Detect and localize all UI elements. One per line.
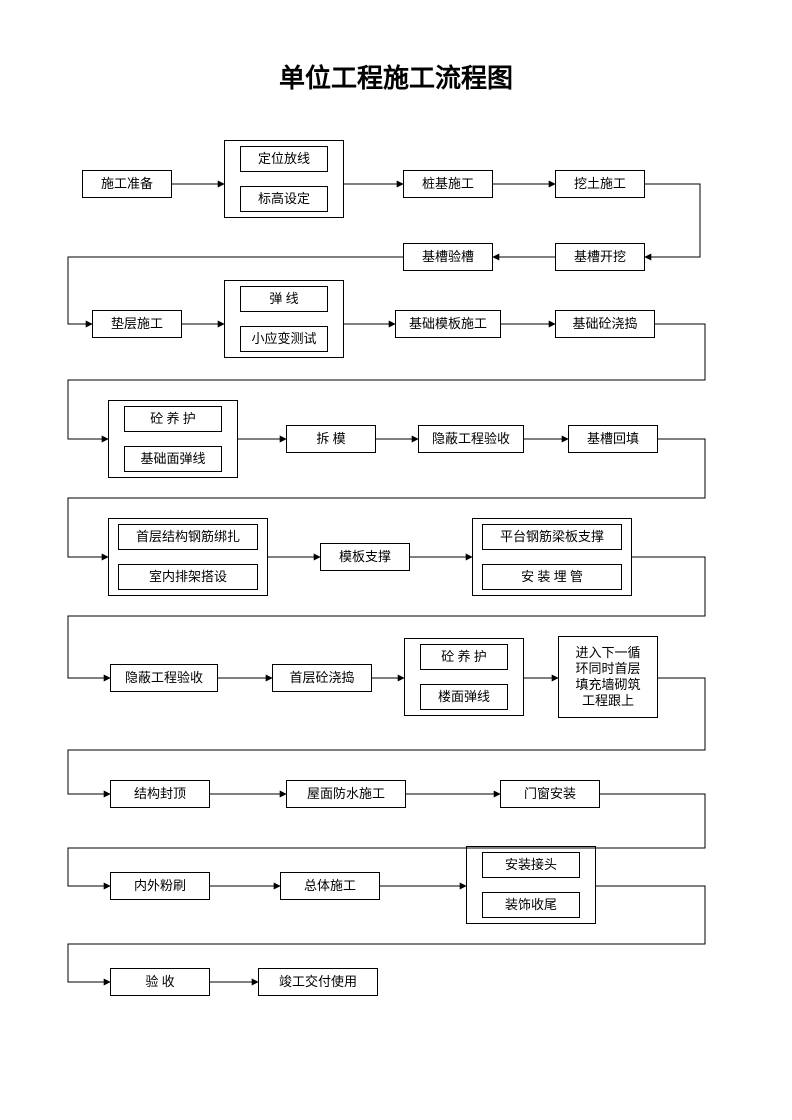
node-n29: 竣工交付使用 (258, 968, 378, 996)
node-n19: 首层砼浇捣 (272, 664, 372, 692)
node-n11a: 砼 养 护 (124, 406, 222, 432)
node-n10: 基础砼浇捣 (555, 310, 655, 338)
node-n23: 屋面防水施工 (286, 780, 406, 808)
node-n8a: 弹 线 (240, 286, 328, 312)
node-n20b: 楼面弹线 (420, 684, 508, 710)
node-n27a: 安装接头 (482, 852, 580, 878)
node-n17b: 安 装 埋 管 (482, 564, 622, 590)
node-n15b: 室内排架搭设 (118, 564, 258, 590)
node-n12: 拆 模 (286, 425, 376, 453)
node-n22: 结构封顶 (110, 780, 210, 808)
node-n3: 桩基施工 (403, 170, 493, 198)
node-n21: 进入下一循 环同时首层 填充墙砌筑 工程跟上 (558, 636, 658, 718)
node-n15a: 首层结构钢筋绑扎 (118, 524, 258, 550)
node-n28: 验 收 (110, 968, 210, 996)
node-n13: 隐蔽工程验收 (418, 425, 524, 453)
node-n2b: 标高设定 (240, 186, 328, 212)
flowchart-canvas: 施工准备 定位放线标高设定 桩基施工 挖土施工基槽开挖 基槽验槽垫层施工 弹 线小应变测试… (0, 0, 792, 1120)
node-n8b: 小应变测试 (240, 326, 328, 352)
node-n4: 挖土施工 (555, 170, 645, 198)
node-n6: 基槽验槽 (403, 243, 493, 271)
node-n11b: 基础面弹线 (124, 446, 222, 472)
node-n26: 总体施工 (280, 872, 380, 900)
node-n5: 基槽开挖 (555, 243, 645, 271)
node-n27b: 装饰收尾 (482, 892, 580, 918)
node-n24: 门窗安装 (500, 780, 600, 808)
node-n14: 基槽回填 (568, 425, 658, 453)
node-n25: 内外粉刷 (110, 872, 210, 900)
node-n1: 施工准备 (82, 170, 172, 198)
edge-3 (645, 184, 700, 257)
node-n18: 隐蔽工程验收 (110, 664, 218, 692)
node-n20a: 砼 养 护 (420, 644, 508, 670)
node-n2a: 定位放线 (240, 146, 328, 172)
node-n16: 模板支撑 (320, 543, 410, 571)
node-n9: 基础模板施工 (395, 310, 501, 338)
node-n7: 垫层施工 (92, 310, 182, 338)
node-n17a: 平台钢筋梁板支撑 (482, 524, 622, 550)
